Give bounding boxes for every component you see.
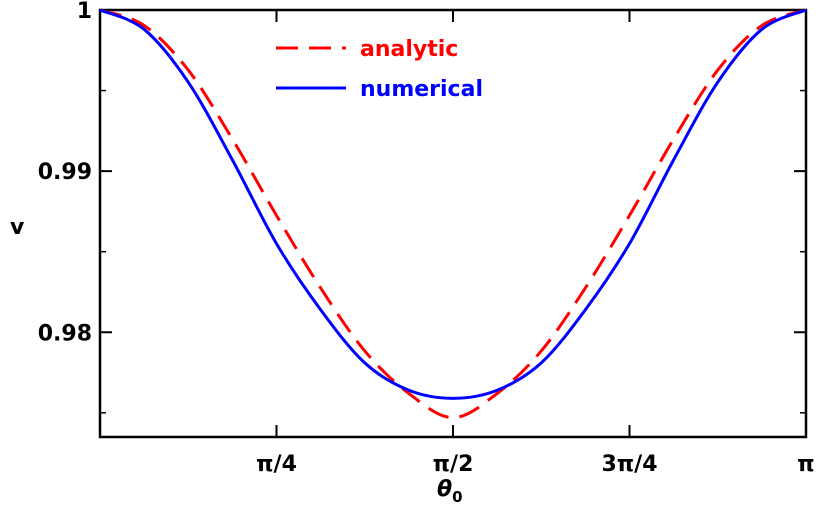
legend-label-analytic: analytic [360, 37, 458, 62]
y-tick-label: 0.98 [38, 321, 92, 346]
x-tick-label: π/2 [433, 452, 474, 477]
series-layer [99, 8, 807, 420]
axis-ticks [100, 9, 808, 437]
x-tick-label: 3π/4 [601, 452, 657, 477]
series-line-numerical [99, 8, 807, 400]
legend-label-numerical: numerical [360, 77, 483, 102]
series-line-analytic [99, 8, 807, 420]
x-axis-label-subscript: 0 [452, 488, 462, 506]
legend: analytic numerical [276, 37, 483, 102]
plot-frame [98, 8, 808, 439]
y-axis-label: v [10, 215, 25, 240]
x-axis-label: θ0 [437, 477, 463, 506]
y-tick-label: 1 [77, 0, 92, 24]
x-tick-label: π/4 [256, 452, 297, 477]
x-axis-label-main: θ [437, 477, 452, 502]
y-tick-label: 0.99 [38, 160, 92, 185]
tick-labels: π/4 π/2 3π/4 π 0.98 0.99 1 [38, 0, 815, 477]
plot-border [98, 8, 808, 439]
x-tick-label: π [797, 452, 814, 477]
